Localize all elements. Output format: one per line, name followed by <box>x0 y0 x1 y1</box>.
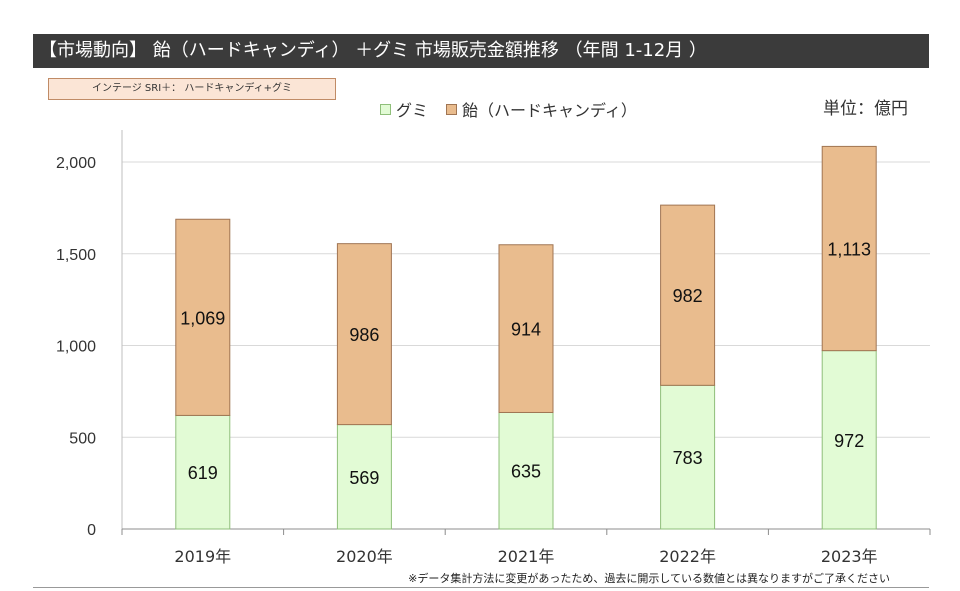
legend: グミ 飴（ハードキャンディ） <box>380 97 655 121</box>
bar-segment-candy <box>336 243 392 426</box>
source-label: インテージ SRI＋： ハードキャンディ+グミ <box>48 78 336 100</box>
y-tick-label: 1,000 <box>56 339 96 356</box>
bar-segment-candy <box>660 204 716 386</box>
legend-item-candy: 飴（ハードキャンディ） <box>446 97 637 121</box>
chart-title: 【市場動向】 飴（ハードキャンディ） ＋グミ 市場販売金額推移 （年間 1-12… <box>33 34 929 68</box>
bar-segment-gummy <box>498 411 554 530</box>
data-label: 982 <box>673 286 703 306</box>
bottom-divider <box>33 587 929 588</box>
legend-swatch-gummy <box>380 103 391 115</box>
x-tick-label: 2023年 <box>821 547 878 566</box>
bar-segment-candy <box>175 218 231 416</box>
data-label: 569 <box>349 468 379 488</box>
y-tick-label: 2,000 <box>56 155 96 172</box>
data-label: 1,113 <box>827 240 871 260</box>
data-label: 914 <box>511 320 541 340</box>
legend-label-gummy: グミ <box>396 101 429 120</box>
bar-segment-candy <box>498 244 554 413</box>
data-label: 783 <box>673 448 703 468</box>
unit-label: 単位：億円 <box>823 99 908 119</box>
y-tick-label: 1,500 <box>56 247 96 264</box>
footnote: ※データ集計方法に変更があったため、過去に開示している数値とは異なりますがご了承… <box>408 572 890 585</box>
x-tick-label: 2021年 <box>498 547 555 566</box>
data-label: 635 <box>511 462 541 482</box>
x-tick-label: 2019年 <box>174 547 231 566</box>
y-tick-label: 0 <box>87 522 96 539</box>
legend-label-candy: 飴（ハードキャンディ） <box>462 101 637 120</box>
data-label: 972 <box>834 431 864 451</box>
y-tick-label: 500 <box>69 430 96 447</box>
x-tick-label: 2022年 <box>659 547 716 566</box>
bar-segment-gummy <box>175 414 231 530</box>
data-label: 986 <box>349 325 379 345</box>
data-label: 619 <box>188 463 218 483</box>
x-tick-label: 2020年 <box>336 547 393 566</box>
data-label: 1,069 <box>180 308 225 328</box>
bar-segment-candy <box>821 145 877 352</box>
bar-segment-gummy <box>660 384 716 530</box>
legend-swatch-candy <box>446 103 458 115</box>
legend-item-gummy: グミ <box>380 97 428 121</box>
bar-segment-gummy <box>821 350 877 530</box>
